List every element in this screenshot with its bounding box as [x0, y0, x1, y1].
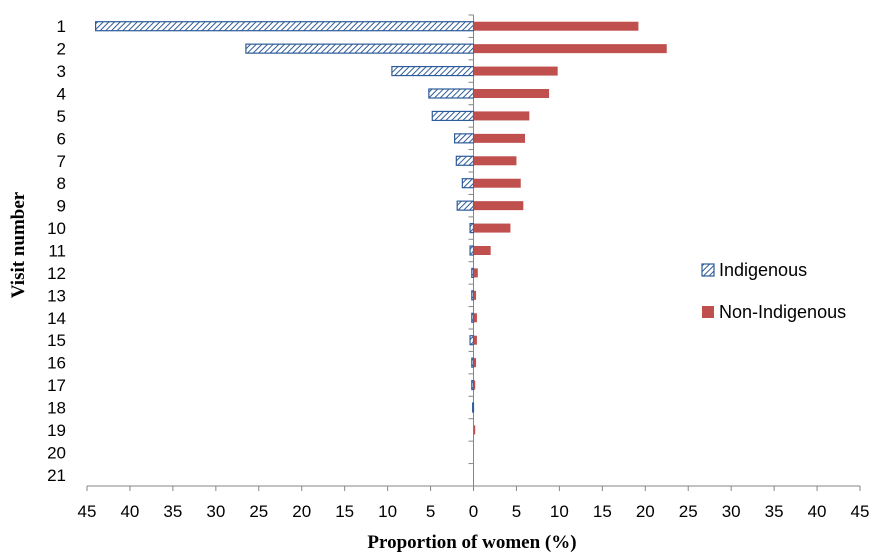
bar-non-indigenous — [473, 223, 511, 233]
x-tick-label: 35 — [765, 502, 784, 521]
y-tick-label: 13 — [47, 286, 66, 305]
x-tick-label: 10 — [378, 502, 397, 521]
legend-label: Indigenous — [719, 260, 807, 280]
x-tick-label: 40 — [120, 502, 139, 521]
bar-non-indigenous — [473, 66, 558, 76]
y-tick-label: 14 — [47, 309, 66, 328]
x-tick-label: 0 — [469, 502, 478, 521]
bar-non-indigenous — [473, 178, 521, 188]
x-tick-label: 20 — [292, 502, 311, 521]
bar-indigenous — [471, 357, 475, 368]
x-tick-label: 30 — [206, 502, 225, 521]
y-tick-label: 15 — [47, 331, 66, 350]
bar-indigenous — [428, 88, 475, 99]
x-tick-label: 10 — [550, 502, 569, 521]
bar-indigenous — [469, 222, 475, 234]
y-tick-label: 4 — [57, 85, 66, 104]
y-tick-label: 16 — [47, 354, 66, 373]
bar-non-indigenous — [473, 201, 524, 211]
bar-non-indigenous — [473, 246, 491, 255]
y-axis-title: Visit number — [8, 191, 29, 298]
x-tick-label: 30 — [722, 502, 741, 521]
bar-non-indigenous — [473, 156, 517, 166]
bar-indigenous — [455, 155, 475, 166]
y-tick-label: 21 — [47, 466, 66, 485]
y-tick-label: 6 — [57, 129, 66, 148]
bar-non-indigenous — [473, 44, 667, 54]
x-tick-label: 15 — [593, 502, 612, 521]
bar-indigenous — [471, 312, 475, 323]
x-tick-label: 45 — [851, 502, 870, 521]
bar-non-indigenous — [473, 21, 639, 31]
x-tick-label: 5 — [512, 502, 521, 521]
x-tick-label: 40 — [808, 502, 827, 521]
legend: Indigenous Non-Indigenous — [701, 260, 846, 322]
y-tick-label: 10 — [47, 219, 66, 238]
bar-non-indigenous — [473, 111, 530, 121]
y-tick-label: 12 — [47, 264, 66, 283]
bar-indigenous — [454, 133, 475, 144]
bar-indigenous — [461, 178, 475, 189]
bar-non-indigenous — [473, 290, 477, 300]
y-tick-label: 17 — [47, 376, 66, 395]
x-axis-title: Proportion of women (%) — [367, 532, 576, 553]
bar-indigenous — [472, 402, 475, 413]
bar-non-indigenous — [473, 89, 550, 98]
x-tick-label: 15 — [335, 502, 354, 521]
tick-labels: 45 40 35 30 25 20 15 10 5 0 5 10 15 20 25 30 35 40 4512345… — [47, 17, 869, 521]
bar-indigenous — [469, 335, 475, 346]
x-tick-label: 5 — [426, 502, 435, 521]
bars — [94, 21, 667, 435]
y-tick-label: 2 — [57, 40, 66, 59]
y-tick-label: 1 — [57, 17, 66, 36]
legend-swatch — [701, 263, 715, 277]
bar-indigenous — [431, 110, 475, 122]
bar-indigenous — [471, 290, 475, 301]
y-tick-label: 18 — [47, 399, 66, 418]
bar-indigenous — [471, 267, 475, 279]
y-tick-label: 3 — [57, 62, 66, 81]
bar-non-indigenous — [473, 133, 526, 143]
y-tick-label: 11 — [48, 242, 66, 261]
y-tick-label: 7 — [57, 152, 66, 171]
x-tick-label: 25 — [679, 502, 698, 521]
legend-swatch — [702, 306, 714, 318]
x-tick-label: 20 — [636, 502, 655, 521]
y-tick-label: 9 — [57, 197, 66, 216]
bar-indigenous — [456, 200, 475, 211]
bar-non-indigenous — [473, 358, 477, 368]
bar-non-indigenous — [473, 380, 476, 390]
y-tick-label: 20 — [47, 443, 66, 462]
y-tick-label: 19 — [47, 421, 66, 440]
bar-indigenous — [391, 65, 475, 77]
bar-indigenous — [245, 43, 475, 54]
x-tick-label: 25 — [249, 502, 268, 521]
bar-non-indigenous — [473, 268, 478, 278]
bar-indigenous — [471, 379, 475, 391]
y-tick-label: 8 — [57, 174, 66, 193]
legend-label: Non-Indigenous — [719, 302, 846, 322]
x-tick-label: 45 — [78, 502, 97, 521]
x-tick-label: 35 — [163, 502, 182, 521]
bar-indigenous — [469, 245, 475, 256]
y-tick-label: 5 — [57, 107, 66, 126]
bar-non-indigenous — [473, 335, 477, 345]
bar-non-indigenous — [473, 425, 476, 435]
bar-indigenous — [94, 21, 475, 32]
bar-non-indigenous — [473, 313, 477, 323]
